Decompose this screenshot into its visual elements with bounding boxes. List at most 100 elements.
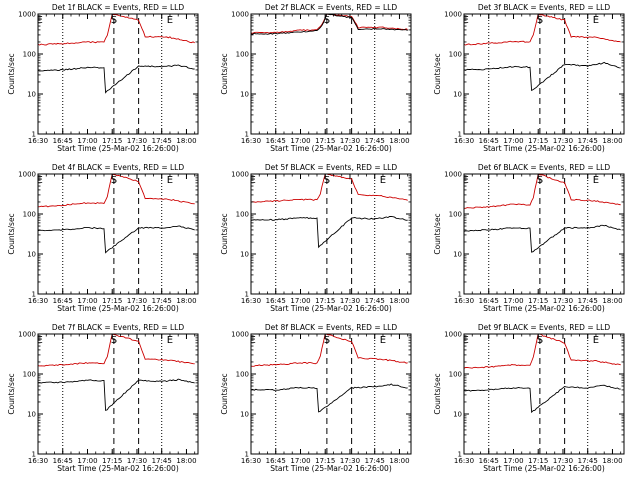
x-axis-title: Start Time (25-Mar-02 16:26:00) bbox=[57, 464, 179, 473]
x-tick-label: 17:15 bbox=[315, 137, 335, 145]
y-tick-label: 100 bbox=[449, 371, 462, 379]
y-tick-label: 1000 bbox=[444, 171, 462, 179]
x-tick-label: 17:00 bbox=[77, 137, 97, 145]
x-tick-label: 17:00 bbox=[503, 137, 523, 145]
y-tick-label: 1 bbox=[458, 451, 462, 459]
events-series-line bbox=[464, 61, 621, 92]
panel-title: Det 7f BLACK = Events, RED = LLD bbox=[52, 323, 185, 332]
y-tick-label: 100 bbox=[23, 51, 36, 59]
x-tick-label: 16:45 bbox=[266, 457, 286, 465]
x-tick-label: 16:30 bbox=[28, 297, 48, 305]
y-tick-label: 1 bbox=[458, 291, 462, 299]
y-tick-label: 10 bbox=[453, 91, 462, 99]
lld-series-line bbox=[251, 334, 408, 367]
y-tick-label: 1 bbox=[32, 451, 36, 459]
y-tick-label: 100 bbox=[236, 211, 249, 219]
x-tick-label: 17:30 bbox=[127, 137, 147, 145]
y-tick-label: 100 bbox=[236, 371, 249, 379]
x-tick-label: 17:30 bbox=[340, 137, 360, 145]
marker-label-s: S bbox=[537, 15, 543, 26]
x-tick-label: 17:30 bbox=[127, 457, 147, 465]
x-tick-label: 17:00 bbox=[290, 137, 310, 145]
x-axis-title: Start Time (25-Mar-02 16:26:00) bbox=[483, 464, 605, 473]
y-tick-label: 1 bbox=[245, 291, 249, 299]
x-tick-label: 16:30 bbox=[241, 457, 261, 465]
y-axis-title: Counts/sec bbox=[433, 213, 442, 254]
y-tick-label: 1000 bbox=[231, 11, 249, 19]
y-tick-label: 10 bbox=[453, 411, 462, 419]
x-tick-label: 18:00 bbox=[176, 137, 196, 145]
events-series-line bbox=[38, 64, 195, 94]
x-tick-label: 17:45 bbox=[578, 297, 598, 305]
plot-frame bbox=[250, 173, 412, 295]
x-tick-label: 17:00 bbox=[290, 457, 310, 465]
y-tick-label: 1000 bbox=[18, 11, 36, 19]
plot-frame bbox=[463, 333, 625, 455]
x-tick-label: 16:45 bbox=[53, 457, 73, 465]
x-tick-label: 16:45 bbox=[53, 297, 73, 305]
y-tick-label: 100 bbox=[23, 211, 36, 219]
x-tick-label: 17:15 bbox=[102, 297, 122, 305]
plot-frame bbox=[463, 13, 625, 135]
plot-frame bbox=[37, 333, 199, 455]
x-tick-label: 17:00 bbox=[77, 457, 97, 465]
x-tick-label: 16:30 bbox=[241, 297, 261, 305]
x-tick-label: 18:00 bbox=[176, 457, 196, 465]
x-axis-title: Start Time (25-Mar-02 16:26:00) bbox=[57, 304, 179, 313]
y-tick-label: 1000 bbox=[18, 171, 36, 179]
y-tick-label: 100 bbox=[23, 371, 36, 379]
x-tick-label: 17:00 bbox=[77, 297, 97, 305]
x-tick-label: 17:15 bbox=[528, 457, 548, 465]
x-axis-title: Start Time (25-Mar-02 16:26:00) bbox=[483, 144, 605, 153]
plot-frame bbox=[37, 13, 199, 135]
panel-title: Det 2f BLACK = Events, RED = LLD bbox=[265, 3, 398, 12]
x-tick-label: 17:15 bbox=[528, 137, 548, 145]
events-series-line bbox=[38, 378, 195, 412]
marker-label-e: E bbox=[167, 175, 173, 186]
x-tick-label: 17:45 bbox=[578, 457, 598, 465]
x-tick-label: 17:00 bbox=[290, 297, 310, 305]
y-tick-label: 1 bbox=[458, 131, 462, 139]
x-tick-label: 16:45 bbox=[479, 457, 499, 465]
y-tick-label: 10 bbox=[453, 251, 462, 259]
y-tick-label: 10 bbox=[27, 411, 36, 419]
marker-label-s: S bbox=[537, 175, 543, 186]
x-tick-label: 18:00 bbox=[176, 297, 196, 305]
y-tick-label: 1000 bbox=[444, 11, 462, 19]
marker-label-e: E bbox=[167, 15, 173, 26]
x-axis-title: Start Time (25-Mar-02 16:26:00) bbox=[270, 304, 392, 313]
x-tick-label: 18:00 bbox=[389, 297, 409, 305]
x-axis-title: Start Time (25-Mar-02 16:26:00) bbox=[270, 464, 392, 473]
marker-label-s: S bbox=[111, 335, 117, 346]
y-tick-label: 10 bbox=[240, 411, 249, 419]
y-tick-label: 10 bbox=[27, 251, 36, 259]
y-tick-label: 10 bbox=[240, 251, 249, 259]
y-axis-title: Counts/sec bbox=[7, 53, 16, 94]
x-tick-label: 16:45 bbox=[53, 137, 73, 145]
events-series-line bbox=[251, 215, 408, 249]
y-tick-label: 10 bbox=[240, 91, 249, 99]
x-tick-label: 17:15 bbox=[528, 297, 548, 305]
x-tick-label: 17:45 bbox=[365, 297, 385, 305]
panel-title: Det 3f BLACK = Events, RED = LLD bbox=[478, 3, 611, 12]
x-tick-label: 17:15 bbox=[102, 137, 122, 145]
x-tick-label: 16:45 bbox=[266, 297, 286, 305]
plot-frame bbox=[463, 173, 625, 295]
x-tick-label: 18:00 bbox=[602, 297, 622, 305]
x-tick-label: 16:45 bbox=[479, 297, 499, 305]
lld-series-line bbox=[38, 14, 195, 46]
y-axis-title: Counts/sec bbox=[433, 373, 442, 414]
x-tick-label: 17:15 bbox=[315, 297, 335, 305]
x-tick-label: 18:00 bbox=[389, 457, 409, 465]
y-axis-title: Counts/sec bbox=[7, 373, 16, 414]
x-tick-label: 17:00 bbox=[503, 297, 523, 305]
panel-title: Det 5f BLACK = Events, RED = LLD bbox=[265, 163, 398, 172]
marker-label-s: S bbox=[537, 335, 543, 346]
